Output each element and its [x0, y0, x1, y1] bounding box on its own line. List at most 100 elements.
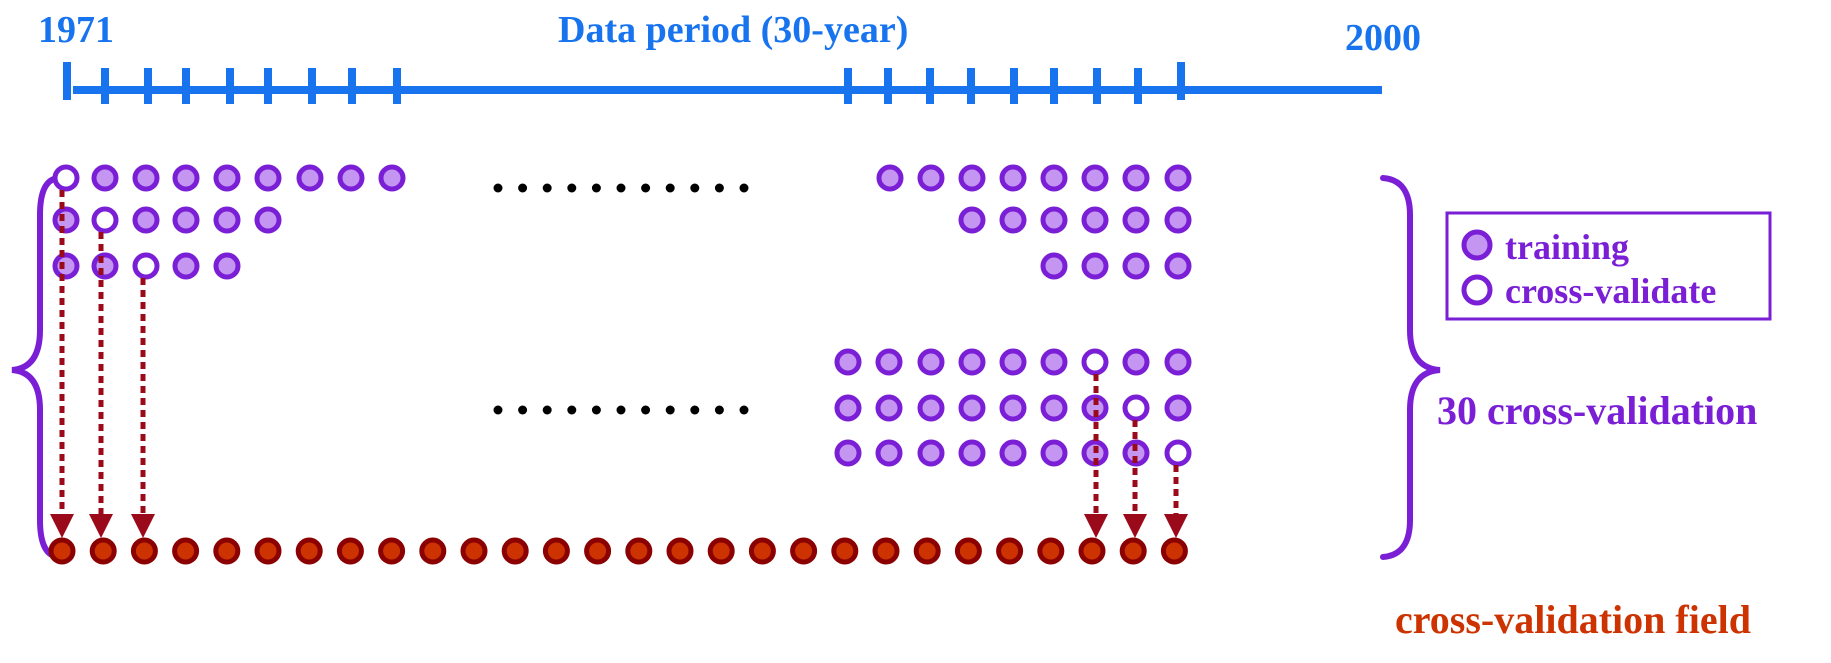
field-circle — [584, 537, 612, 565]
training-circle — [1081, 252, 1109, 280]
training-circle — [1081, 394, 1109, 422]
training-circle — [917, 439, 945, 467]
legend: training cross-validate — [1445, 211, 1772, 321]
training-circle — [917, 348, 945, 376]
training-circle — [52, 206, 80, 234]
ellipsis-dot — [567, 183, 577, 193]
field-circle — [831, 537, 859, 565]
field-circle — [625, 537, 653, 565]
field-circle — [1078, 537, 1106, 565]
arrow-head — [131, 514, 155, 538]
training-circle — [834, 439, 862, 467]
training-circle — [91, 252, 119, 280]
ellipsis-dot — [493, 183, 503, 193]
training-circle — [1164, 252, 1192, 280]
training-circle — [1040, 348, 1068, 376]
cross-validate-circle — [91, 206, 119, 234]
ellipsis-dot — [518, 405, 528, 415]
field-circle — [913, 537, 941, 565]
training-circle — [91, 164, 119, 192]
cross-validate-circle — [52, 164, 80, 192]
training-circle — [999, 394, 1027, 422]
field-circle — [213, 537, 241, 565]
training-circle — [1164, 394, 1192, 422]
ellipsis-dot — [518, 183, 528, 193]
training-circle — [254, 206, 282, 234]
training-circle — [1081, 206, 1109, 234]
arrow-head — [89, 514, 113, 538]
ellipsis-dot — [665, 183, 675, 193]
training-circle — [1040, 252, 1068, 280]
cross-validate-circle — [1164, 439, 1192, 467]
timeline-start-label: 1971 — [38, 9, 114, 51]
training-circle — [875, 439, 903, 467]
legend-training-label: training — [1505, 227, 1629, 267]
field-circle — [872, 537, 900, 565]
cross-validation-field-row — [48, 537, 1188, 565]
training-circle — [52, 252, 80, 280]
training-circle — [1164, 206, 1192, 234]
field-circle — [1037, 537, 1065, 565]
field-circle — [378, 537, 406, 565]
training-circle — [999, 439, 1027, 467]
training-circle — [1122, 348, 1150, 376]
training-circle — [1164, 164, 1192, 192]
arrow-head — [1164, 514, 1188, 538]
timeline-ticks — [63, 62, 1185, 104]
arrow-head — [1123, 514, 1147, 538]
field-label: cross-validation field — [1395, 597, 1751, 642]
ellipsis-dot — [714, 405, 724, 415]
ellipsis-dot — [739, 405, 749, 415]
training-circle — [337, 164, 365, 192]
brace-group: 30 cross-validation — [11, 175, 1757, 560]
field-circle — [707, 537, 735, 565]
field-circle — [501, 537, 529, 565]
training-circle — [1122, 164, 1150, 192]
field-circle — [130, 537, 158, 565]
training-circle — [917, 164, 945, 192]
timeline-title: Data period (30-year) — [558, 9, 908, 51]
training-circle — [958, 394, 986, 422]
ellipsis-dot — [493, 405, 503, 415]
field-circle — [748, 537, 776, 565]
ellipsis-dot — [641, 405, 651, 415]
training-circle — [1040, 164, 1068, 192]
ellipsis-dot — [567, 405, 577, 415]
field-circle — [1160, 537, 1188, 565]
training-circle — [1040, 439, 1068, 467]
training-circle — [1081, 164, 1109, 192]
cross-validate-circle — [1122, 394, 1150, 422]
timeline-end-label: 2000 — [1345, 17, 1421, 59]
legend-training-swatch — [1461, 229, 1493, 261]
field-circle — [1119, 537, 1147, 565]
cross-validate-circle — [1081, 348, 1109, 376]
ellipsis-dot — [714, 183, 724, 193]
training-circle — [296, 164, 324, 192]
training-circle — [132, 164, 160, 192]
ellipsis-dot — [616, 183, 626, 193]
training-circle — [172, 252, 200, 280]
training-circle — [1122, 206, 1150, 234]
training-circle — [132, 206, 160, 234]
field-circle — [172, 537, 200, 565]
field-circle — [295, 537, 323, 565]
brace-label: 30 cross-validation — [1437, 388, 1757, 433]
field-circle — [790, 537, 818, 565]
field-circle — [419, 537, 447, 565]
timeline: 1971 Data period (30-year) 2000 — [38, 9, 1421, 104]
training-circle — [999, 348, 1027, 376]
ellipsis-dot — [665, 405, 675, 415]
training-circle — [1040, 394, 1068, 422]
ellipsis-dot — [616, 405, 626, 415]
legend-box — [1445, 211, 1772, 321]
training-circle — [999, 164, 1027, 192]
ellipsis-group — [493, 183, 749, 415]
training-circle — [875, 394, 903, 422]
field-circle — [996, 537, 1024, 565]
cross-validate-circle — [132, 252, 160, 280]
ellipsis-dot — [690, 405, 700, 415]
training-circle — [172, 164, 200, 192]
training-circle — [1122, 439, 1150, 467]
training-circle — [958, 164, 986, 192]
